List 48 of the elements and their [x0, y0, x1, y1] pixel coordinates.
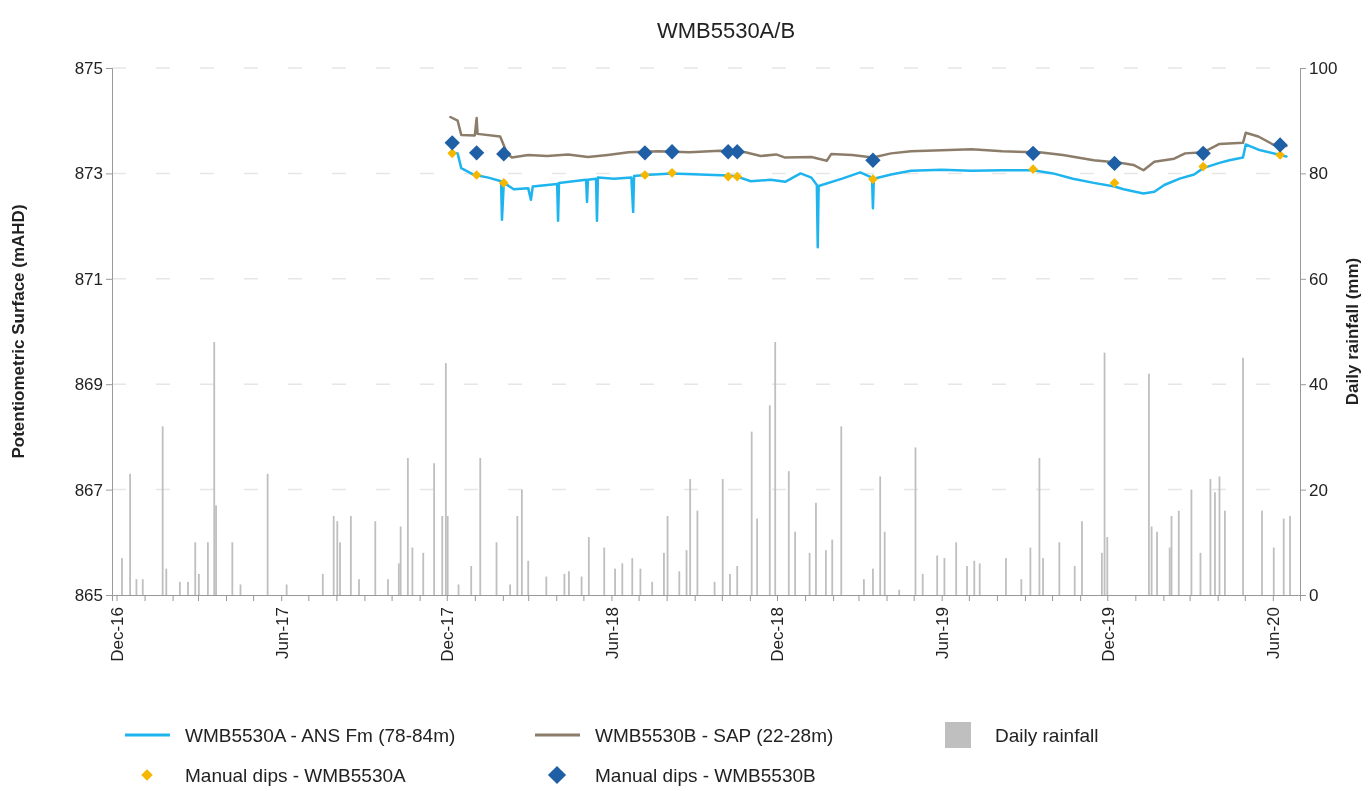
legend-label: Manual dips - WMB5530B — [595, 764, 816, 786]
point — [667, 168, 677, 178]
y2-axis-title: Daily rainfall (mm) — [1343, 257, 1362, 406]
legend-label: Manual dips - WMB5530A — [185, 764, 407, 786]
point — [1025, 145, 1041, 162]
point — [498, 178, 509, 188]
point — [637, 145, 653, 161]
point — [723, 171, 734, 182]
y-tick-label: 871 — [74, 269, 103, 289]
x-tick-label: Jun-18 — [602, 607, 622, 659]
point — [868, 174, 878, 185]
point — [1195, 145, 1211, 162]
point — [1198, 161, 1209, 172]
legend-label: Daily rainfall — [995, 724, 1099, 746]
y-axis-title: Potentiometric Surface (mAHD) — [9, 204, 28, 459]
y-tick-label: 869 — [74, 375, 103, 395]
y2-tick-label: 80 — [1309, 164, 1328, 184]
x-tick-label: Jun-17 — [272, 607, 292, 659]
y-tick-label: 867 — [74, 480, 103, 500]
y2-tick-label: 40 — [1309, 375, 1328, 395]
y2-tick-label: 100 — [1309, 58, 1338, 78]
x-tick-label: Dec-19 — [1098, 607, 1118, 662]
y2-tick-label: 60 — [1309, 269, 1328, 289]
point — [1106, 155, 1123, 172]
x-tick-label: Dec-17 — [438, 607, 458, 662]
x-tick-label: Jun-20 — [1264, 607, 1284, 659]
point — [732, 171, 743, 182]
point — [447, 148, 458, 159]
y-tick-label: 873 — [74, 164, 103, 184]
point — [496, 146, 512, 162]
point — [471, 170, 482, 180]
legend-label: WMB5530B - SAP (22-28m) — [595, 724, 834, 746]
y-tick-label: 875 — [74, 58, 103, 78]
point — [1109, 178, 1120, 188]
chart-title: WMB5530A/B — [656, 18, 796, 43]
y-tick-label: 865 — [74, 585, 103, 605]
y2-tick-label: 0 — [1309, 585, 1319, 605]
x-tick-label: Jun-19 — [933, 607, 953, 659]
y2-tick-label: 20 — [1309, 480, 1328, 500]
x-tick-label: Dec-18 — [768, 607, 788, 662]
x-tick-label: Dec-16 — [107, 607, 127, 662]
point — [865, 152, 881, 168]
point — [664, 144, 680, 160]
point — [1272, 137, 1288, 153]
legend-label: WMB5530A - ANS Fm (78-84m) — [185, 724, 456, 746]
point — [468, 145, 485, 161]
point — [1028, 164, 1038, 175]
point — [444, 135, 460, 151]
